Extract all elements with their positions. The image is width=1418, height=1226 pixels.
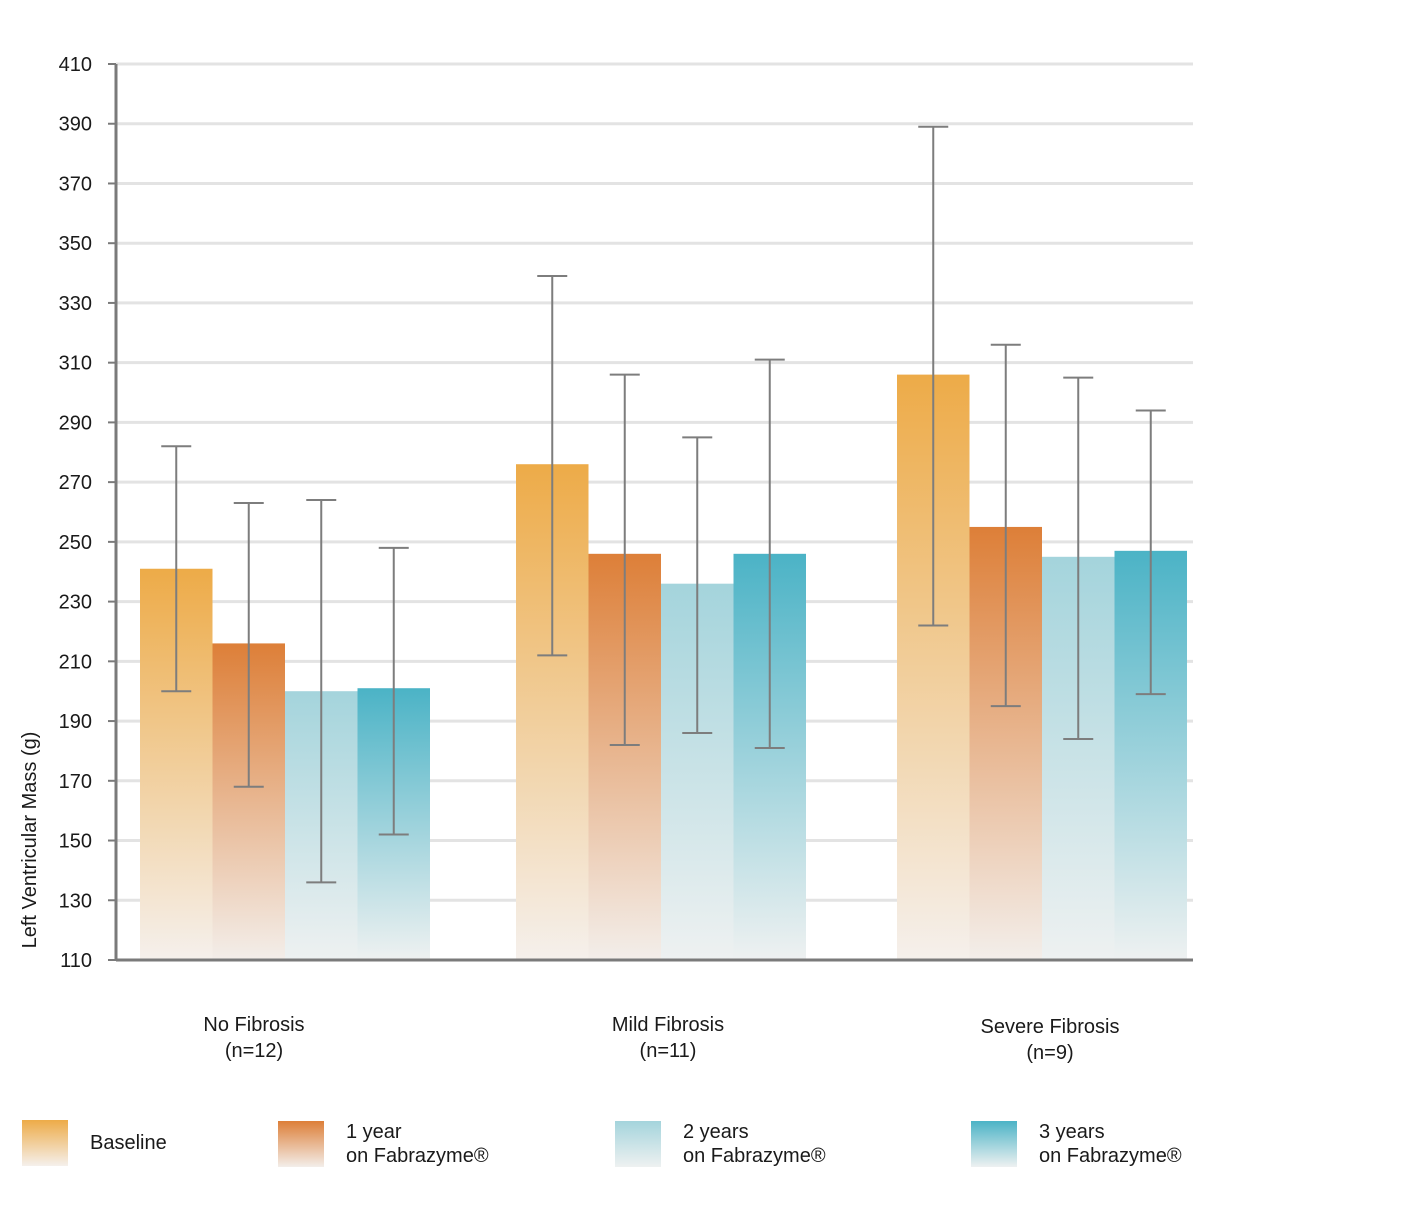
category-label-no-fibrosis: No Fibrosis (n=12): [124, 1012, 384, 1064]
y-tick-label: 170: [59, 771, 92, 793]
y-axis-label: Left Ventricular Mass (g): [19, 732, 41, 949]
legend-text: 2 years on Fabrazyme®: [683, 1120, 826, 1168]
y-tick-label: 410: [59, 54, 92, 76]
legend-label-line2: on Fabrazyme®: [346, 1145, 489, 1167]
category-label-mild-fibrosis: Mild Fibrosis (n=11): [538, 1012, 798, 1064]
category-name: No Fibrosis: [203, 1014, 305, 1036]
legend-label: Baseline: [90, 1132, 167, 1154]
legend-swatch-baseline: [22, 1120, 68, 1166]
category-count: (n=11): [639, 1040, 697, 1062]
legend-item-3-years: 3 years on Fabrazyme®: [971, 1120, 1182, 1168]
y-tick-label: 130: [59, 890, 92, 912]
legend-label: 2 years: [683, 1121, 749, 1143]
legend-item-baseline: Baseline: [22, 1120, 167, 1166]
legend-item-1-year: 1 year on Fabrazyme®: [278, 1120, 489, 1168]
y-tick-label: 310: [59, 353, 92, 375]
legend-swatch-1-year: [278, 1121, 324, 1167]
y-tick-label: 390: [59, 114, 92, 136]
legend-label: 3 years: [1039, 1121, 1105, 1143]
legend-text: Baseline: [90, 1131, 167, 1155]
y-tick-label: 150: [59, 831, 92, 853]
y-tick-label: 250: [59, 532, 92, 554]
legend-text: 3 years on Fabrazyme®: [1039, 1120, 1182, 1168]
legend-label-line2: on Fabrazyme®: [683, 1145, 826, 1167]
y-tick-label: 350: [59, 233, 92, 255]
legend-swatch-3-years: [971, 1121, 1017, 1167]
chart: 110 130 150 170 190 210 230 250 270 290 310 330 350 3…: [19, 54, 1193, 972]
legend-swatch-2-years: [615, 1121, 661, 1167]
category-label-severe-fibrosis: Severe Fibrosis (n=9): [920, 1014, 1180, 1066]
category-count: (n=12): [224, 1040, 284, 1062]
legend-label: 1 year: [346, 1121, 402, 1143]
category-name: Mild Fibrosis: [611, 1014, 725, 1036]
category-count: (n=9): [1026, 1042, 1074, 1064]
y-tick-label: 370: [59, 173, 92, 195]
y-tick-label: 330: [59, 293, 92, 315]
y-tick-label: 210: [59, 651, 92, 673]
category-name: Severe Fibrosis: [980, 1016, 1120, 1038]
y-tick-label: 190: [59, 711, 92, 733]
y-tick-label: 230: [59, 592, 92, 614]
legend-text: 1 year on Fabrazyme®: [346, 1120, 489, 1168]
y-tick-label: 110: [60, 950, 92, 972]
y-tick-label: 270: [59, 472, 92, 494]
legend-label-line2: on Fabrazyme®: [1039, 1145, 1182, 1167]
y-tick-label: 290: [59, 412, 92, 434]
legend-item-2-years: 2 years on Fabrazyme®: [615, 1120, 826, 1168]
